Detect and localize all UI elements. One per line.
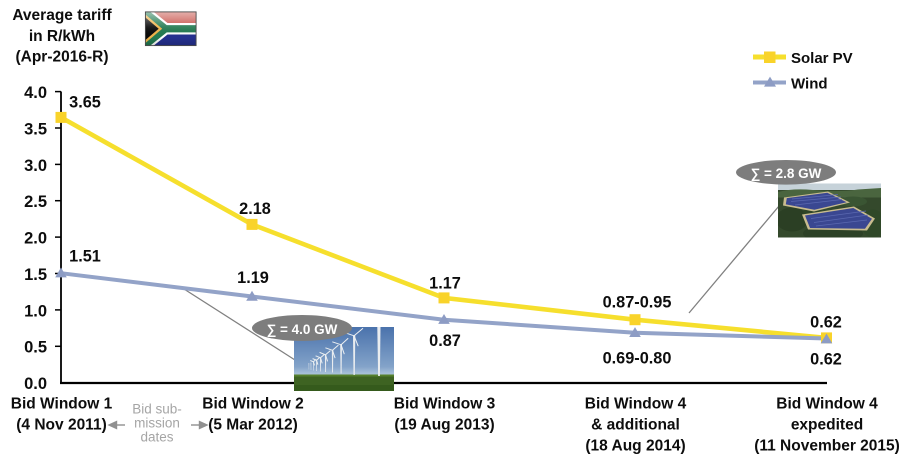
svg-text:in R/kWh: in R/kWh bbox=[29, 28, 95, 45]
svg-text:2.18: 2.18 bbox=[239, 200, 271, 218]
svg-text:2.0: 2.0 bbox=[24, 230, 47, 248]
svg-text:(Apr-2016-R): (Apr-2016-R) bbox=[15, 49, 108, 66]
svg-text:expedited: expedited bbox=[791, 417, 863, 434]
svg-text:dates: dates bbox=[140, 430, 173, 445]
svg-text:(18 Aug 2014): (18 Aug 2014) bbox=[585, 438, 685, 455]
svg-text:Bid sub-: Bid sub- bbox=[132, 402, 182, 417]
svg-text:0.87-0.95: 0.87-0.95 bbox=[603, 294, 672, 312]
svg-text:∑ = 4.0 GW: ∑ = 4.0 GW bbox=[267, 322, 338, 337]
svg-text:Average tariff: Average tariff bbox=[12, 7, 112, 24]
svg-text:3.65: 3.65 bbox=[69, 94, 101, 112]
svg-text:Bid Window 2: Bid Window 2 bbox=[202, 396, 303, 413]
svg-text:1.51: 1.51 bbox=[69, 248, 101, 266]
svg-text:0.69-0.80: 0.69-0.80 bbox=[603, 350, 672, 368]
svg-text:0.5: 0.5 bbox=[24, 339, 47, 357]
svg-text:(19 Aug 2013): (19 Aug 2013) bbox=[394, 417, 494, 434]
svg-text:0.62: 0.62 bbox=[810, 314, 842, 332]
svg-text:3.5: 3.5 bbox=[24, 120, 47, 138]
svg-text:4.0: 4.0 bbox=[24, 84, 47, 102]
svg-text:Wind: Wind bbox=[791, 76, 828, 93]
svg-text:0.87: 0.87 bbox=[429, 332, 461, 350]
svg-text:Bid Window 4: Bid Window 4 bbox=[776, 396, 878, 413]
svg-text:Bid Window 4: Bid Window 4 bbox=[585, 396, 687, 413]
svg-text:mission: mission bbox=[134, 416, 180, 431]
svg-text:& additional: & additional bbox=[591, 417, 680, 434]
svg-text:1.5: 1.5 bbox=[24, 266, 47, 284]
svg-text:(11 November 2015): (11 November 2015) bbox=[754, 438, 900, 455]
svg-text:Bid Window 3: Bid Window 3 bbox=[394, 396, 496, 413]
svg-text:Solar PV: Solar PV bbox=[791, 50, 853, 67]
svg-text:3.0: 3.0 bbox=[24, 157, 47, 175]
svg-text:1.0: 1.0 bbox=[24, 302, 47, 320]
svg-text:∑ = 2.8 GW: ∑ = 2.8 GW bbox=[751, 166, 822, 181]
svg-text:Bid Window 1: Bid Window 1 bbox=[11, 396, 113, 413]
svg-text:2.5: 2.5 bbox=[24, 193, 47, 211]
svg-text:1.17: 1.17 bbox=[429, 275, 461, 293]
svg-text:(5 Mar 2012): (5 Mar 2012) bbox=[208, 417, 298, 434]
svg-text:1.19: 1.19 bbox=[237, 269, 269, 287]
svg-text:0.0: 0.0 bbox=[24, 375, 47, 393]
svg-text:0.62: 0.62 bbox=[810, 351, 842, 369]
svg-text:(4 Nov 2011): (4 Nov 2011) bbox=[16, 417, 106, 434]
